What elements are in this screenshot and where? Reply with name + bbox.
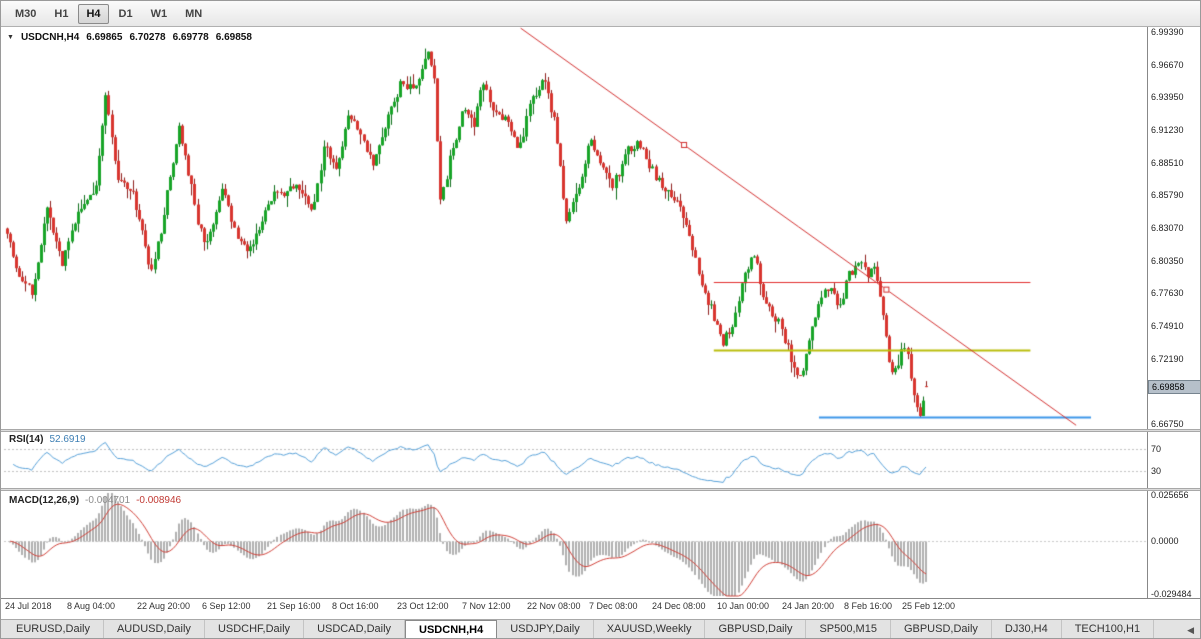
- time-axis-label: 7 Dec 08:00: [589, 601, 638, 611]
- price-axis-label: 6.96670: [1151, 60, 1184, 70]
- price-axis-label: 6.83070: [1151, 223, 1184, 233]
- tab-usdcnh-h4[interactable]: USDCNH,H4: [405, 620, 498, 638]
- current-price-tag: 6.69858: [1148, 380, 1200, 394]
- macd-axis-label: 0.025656: [1151, 490, 1189, 500]
- collapse-icon[interactable]: ▼: [7, 33, 14, 41]
- price-axis-label: 6.80350: [1151, 256, 1184, 266]
- rsi-level-label: 30: [1151, 466, 1162, 476]
- time-axis-label: 7 Nov 12:00: [462, 601, 511, 611]
- time-axis-border: [1, 598, 1200, 599]
- rsi-value: 52.6919: [49, 434, 86, 445]
- tab-dj30-h4[interactable]: DJ30,H4: [992, 620, 1062, 638]
- tab-eurusd-daily[interactable]: EURUSD,Daily: [3, 620, 104, 638]
- macd-main-value: -0.004701: [85, 495, 131, 506]
- price-axis-label: 6.74910: [1151, 321, 1184, 331]
- macd-indicator-label: MACD(12,26,9) -0.004701 -0.008946: [9, 495, 181, 506]
- price-axis-border: [1147, 27, 1148, 598]
- tab-xauusd-weekly[interactable]: XAUUSD,Weekly: [594, 620, 706, 638]
- macd-axis-label: -0.029484: [1151, 589, 1192, 599]
- tab-scroll-left-icon[interactable]: ◀: [1187, 625, 1194, 635]
- time-axis-label: 8 Aug 04:00: [67, 601, 116, 611]
- timeframe-button-w1[interactable]: W1: [143, 4, 176, 24]
- timeframe-button-mn[interactable]: MN: [177, 4, 210, 24]
- panel-splitter[interactable]: [1, 488, 1200, 491]
- tab-tech100-h1[interactable]: TECH100,H1: [1062, 620, 1155, 638]
- chart-title: ▼ USDCNH,H4 6.69865 6.70278 6.69778 6.69…: [7, 32, 252, 43]
- macd-axis-label: 0.0000: [1151, 536, 1179, 546]
- chart-symbol-label: USDCNH,H4: [20, 32, 80, 43]
- tab-usdcad-daily[interactable]: USDCAD,Daily: [304, 620, 406, 638]
- tab-usdjpy-daily[interactable]: USDJPY,Daily: [497, 620, 594, 638]
- price-axis-label: 6.85790: [1151, 190, 1184, 200]
- tab-gbpusd-daily[interactable]: GBPUSD,Daily: [705, 620, 807, 638]
- ohlc-low: 6.69778: [172, 32, 209, 43]
- panel-splitter[interactable]: [1, 429, 1200, 432]
- time-axis-label: 24 Jul 2018: [5, 601, 52, 611]
- price-axis-label: 6.99390: [1151, 27, 1184, 37]
- time-axis-label: 22 Aug 20:00: [137, 601, 191, 611]
- timeframe-button-d1[interactable]: D1: [111, 4, 141, 24]
- time-axis-label: 24 Jan 20:00: [782, 601, 835, 611]
- timeframe-button-m30[interactable]: M30: [7, 4, 44, 24]
- chart-tab-bar: EURUSD,Daily AUDUSD,Daily USDCHF,Daily U…: [1, 619, 1200, 638]
- ohlc-open: 6.69865: [86, 32, 123, 43]
- time-axis-label: 23 Oct 12:00: [397, 601, 449, 611]
- timeframe-button-h1[interactable]: H1: [46, 4, 76, 24]
- tab-audusd-daily[interactable]: AUDUSD,Daily: [104, 620, 205, 638]
- price-axis-label: 6.91230: [1151, 125, 1184, 135]
- rsi-indicator-label: RSI(14) 52.6919: [9, 434, 86, 445]
- price-axis-label: 6.77630: [1151, 288, 1184, 298]
- macd-signal-value: -0.008946: [136, 495, 182, 506]
- ohlc-close: 6.69858: [215, 32, 252, 43]
- time-axis-label: 10 Jan 00:00: [717, 601, 770, 611]
- price-axis-label: 6.88510: [1151, 158, 1184, 168]
- macd-name: MACD(12,26,9): [9, 495, 80, 506]
- time-axis-label: 24 Dec 08:00: [652, 601, 706, 611]
- price-axis-label: 6.72190: [1151, 354, 1184, 364]
- time-axis-label: 21 Sep 16:00: [267, 601, 321, 611]
- tab-sp500-m15[interactable]: SP500,M15: [806, 620, 891, 638]
- timeframe-button-h4[interactable]: H4: [78, 3, 109, 24]
- timeframe-toolbar: M30 H1 H4 D1 W1 MN: [1, 1, 1200, 27]
- time-axis-label: 22 Nov 08:00: [527, 601, 581, 611]
- price-axis-label: 6.93950: [1151, 92, 1184, 102]
- time-axis-label: 6 Sep 12:00: [202, 601, 251, 611]
- time-axis-label: 25 Feb 12:00: [902, 601, 956, 611]
- rsi-level-label: 70: [1151, 444, 1162, 454]
- tab-usdchf-daily[interactable]: USDCHF,Daily: [205, 620, 305, 638]
- rsi-name: RSI(14): [9, 434, 44, 445]
- price-axis-label: 6.66750: [1151, 419, 1184, 429]
- ohlc-high: 6.70278: [129, 32, 166, 43]
- time-axis-label: 8 Feb 16:00: [844, 601, 893, 611]
- time-axis-label: 8 Oct 16:00: [332, 601, 379, 611]
- tab-gbpusd-daily-2[interactable]: GBPUSD,Daily: [891, 620, 992, 638]
